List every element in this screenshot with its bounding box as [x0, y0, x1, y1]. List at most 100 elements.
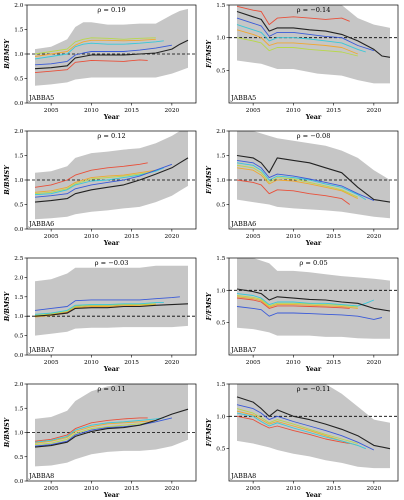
y-axis-label: B/BMSY	[3, 38, 11, 70]
y-tick-label: 0.0	[14, 101, 24, 107]
series-line-2	[34, 419, 156, 444]
series-line-6	[236, 154, 391, 203]
plot-frame	[228, 257, 399, 356]
series-line-5	[34, 163, 173, 198]
rho-annotation: ρ = −0.11	[297, 385, 331, 393]
model-label: JABBA5	[28, 94, 54, 102]
x-axis-label: Year	[305, 365, 322, 373]
y-tick-label: 1.5	[14, 406, 24, 412]
x-tick-label: 2005	[246, 108, 261, 114]
model-label: JABBA7	[230, 346, 256, 354]
plot-frame	[228, 4, 399, 104]
series-line-5	[236, 404, 375, 451]
x-tick-label: 2020	[164, 108, 179, 114]
y-tick-label: 1.5	[216, 154, 226, 160]
model-label: JABBA5	[230, 94, 256, 102]
x-tick-label: 2010	[84, 108, 99, 114]
x-tick-label: 2015	[326, 360, 341, 366]
y-tick-label: 1.5	[216, 382, 226, 388]
x-tick-label: 2010	[286, 486, 301, 492]
series-line-1	[236, 415, 350, 444]
x-tick-label: 2015	[124, 108, 139, 114]
x-axis-label: Year	[305, 113, 322, 121]
y-tick-label: 0.0	[14, 227, 24, 233]
rho-annotation: ρ = 0.05	[299, 259, 327, 267]
y-axis-label: F/FMSY	[205, 39, 213, 69]
series-line-6	[236, 396, 391, 450]
series-line-5	[34, 44, 172, 66]
series-line-2	[236, 410, 358, 446]
uncertainty-band	[35, 384, 188, 467]
model-label: JABBA6	[230, 220, 256, 228]
x-tick-label: 2015	[124, 360, 139, 366]
y-tick-label: 1.0	[216, 414, 226, 420]
y-tick-label: 1.5	[216, 3, 226, 9]
model-label: JABBA8	[28, 472, 54, 480]
x-axis-label: Year	[103, 239, 120, 247]
series-line-3	[34, 421, 156, 446]
uncertainty-band	[237, 258, 390, 339]
x-tick-label: 2015	[326, 234, 341, 240]
x-tick-label: 2020	[366, 234, 381, 240]
series-line-5	[236, 17, 375, 52]
series-line-4	[236, 412, 366, 450]
x-axis-label: Year	[103, 491, 120, 499]
y-tick-label: 1.5	[14, 295, 24, 301]
plot-frame	[26, 257, 197, 356]
panel-jabba6-f: 0.5 1.0 1.5 2.0 2005 2010 2015 2020 Year F/FMSY ρ …	[205, 129, 399, 247]
x-tick-label: 2010	[84, 234, 99, 240]
plot-content	[27, 384, 196, 467]
y-axis-label: B/BMSY	[3, 416, 11, 448]
y-tick-label: 0.5	[14, 455, 24, 461]
plot-content	[27, 265, 196, 336]
x-tick-label: 2020	[366, 360, 381, 366]
y-tick-label: 0.0	[14, 479, 24, 485]
x-tick-label: 2010	[286, 234, 301, 240]
x-tick-label: 2005	[44, 234, 59, 240]
x-axis-label: Year	[305, 239, 322, 247]
x-tick-label: 2010	[286, 360, 301, 366]
y-tick-label: 0.5	[216, 447, 226, 453]
panel-jabba7-f: 0.5 1.0 1.5 2005 2010 2015 2020 Year F/FMSY ρ = 0…	[205, 256, 399, 373]
series-line-6	[34, 408, 189, 448]
rho-annotation: ρ = −0.14	[297, 6, 331, 14]
y-tick-label: 2.0	[14, 3, 24, 9]
y-tick-label: 1.5	[216, 256, 226, 262]
y-tick-label: 0.5	[216, 321, 226, 327]
plot-content	[229, 384, 398, 469]
series-line-4	[236, 24, 366, 53]
x-tick-label: 2010	[286, 108, 301, 114]
y-tick-label: 2.0	[14, 275, 24, 281]
y-axis-label: F/FMSY	[205, 165, 213, 195]
series-line-2	[236, 296, 358, 309]
rho-annotation: ρ = 0.19	[97, 6, 125, 14]
x-axis-label: Year	[305, 491, 322, 499]
panel-jabba8-b: 0.0 0.5 1.0 1.5 2.0 2005 2010 2015 2020 Year B/BMS…	[3, 382, 197, 499]
panel-jabba6-b: 0.0 0.5 1.0 1.5 2.0 2005 2010 2015 2020 Year B/BMS…	[3, 129, 197, 247]
uncertainty-band	[35, 265, 188, 336]
x-tick-label: 2005	[44, 360, 59, 366]
series-line-2	[34, 169, 156, 193]
plot-content	[27, 8, 196, 86]
y-tick-label: 1.0	[216, 288, 226, 294]
series-line-1	[34, 59, 148, 74]
uncertainty-band	[35, 131, 188, 220]
panel-jabba5-f: 0.5 1.0 1.5 2005 2010 2015 2020 Year F/FMSY ρ = −…	[205, 3, 399, 121]
y-tick-label: 2.5	[14, 256, 24, 262]
series-line-3	[34, 303, 156, 316]
series-line-5	[236, 306, 383, 320]
x-tick-label: 2020	[366, 486, 381, 492]
series-line-1	[236, 5, 350, 26]
series-line-4	[236, 162, 367, 200]
y-tick-label: 0.5	[216, 203, 226, 209]
y-tick-label: 1.0	[14, 178, 24, 184]
y-tick-label: 0.5	[216, 68, 226, 74]
plot-content	[229, 5, 398, 84]
series-line-6	[236, 10, 391, 58]
series-line-5	[34, 296, 180, 311]
rho-annotation: ρ = −0.08	[297, 132, 331, 140]
uncertainty-band	[35, 8, 188, 86]
series-line-3	[236, 164, 358, 198]
series-line-2	[236, 167, 358, 200]
series-line-2	[34, 38, 156, 57]
